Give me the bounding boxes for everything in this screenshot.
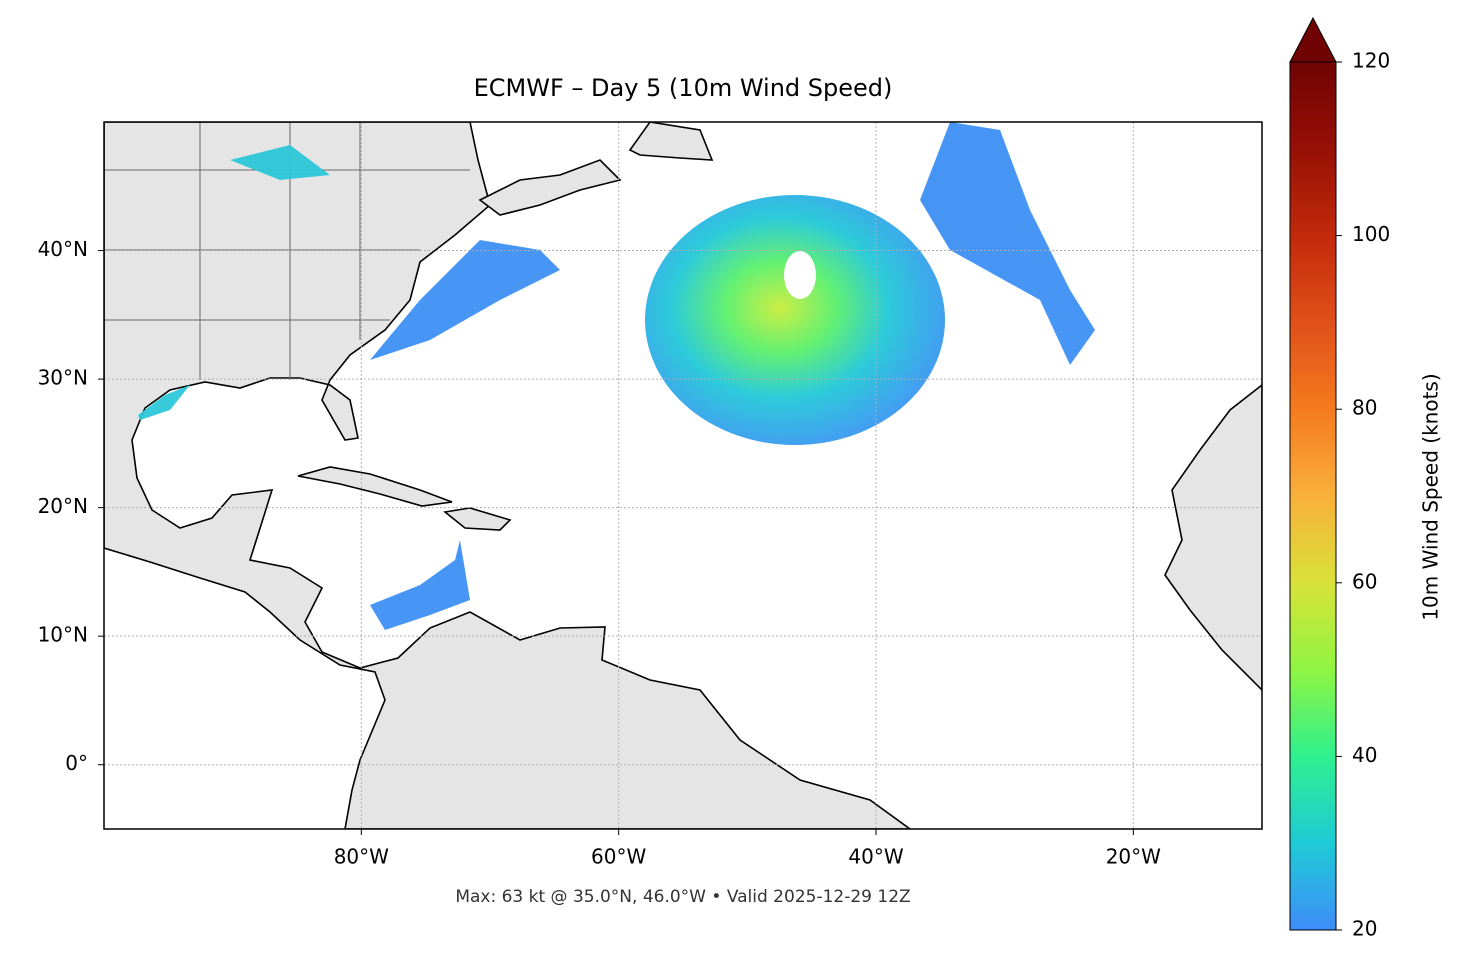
lat-tick-label: 40°N xyxy=(38,237,88,261)
colorbar-tick-label: 100 xyxy=(1352,222,1390,246)
lat-tick-label: 20°N xyxy=(38,494,88,518)
storm-eye xyxy=(784,251,816,299)
americas xyxy=(104,122,912,829)
lon-tick-label: 20°W xyxy=(1106,845,1161,869)
map xyxy=(104,122,1262,829)
lon-tick-label: 80°W xyxy=(334,845,389,869)
lat-tick-label: 10°N xyxy=(38,623,88,647)
lon-tick-label: 60°W xyxy=(591,845,646,869)
colorbar-tick-label: 80 xyxy=(1352,396,1377,420)
newfoundland xyxy=(628,122,714,161)
storm-wind xyxy=(645,195,945,445)
lat-tick-label: 30°N xyxy=(38,366,88,390)
title: ECMWF – Day 5 (10m Wind Speed) xyxy=(474,74,893,102)
colorbar-extend xyxy=(1289,16,1337,63)
lat-tick-label: 0° xyxy=(65,751,88,775)
wind-plume xyxy=(370,540,470,630)
colorbar-tick-label: 60 xyxy=(1352,569,1377,593)
wind-plume xyxy=(138,145,330,420)
hispaniola xyxy=(443,507,512,531)
lon-tick-label: 40°W xyxy=(848,845,903,869)
colorbar-tick-label: 120 xyxy=(1352,49,1390,73)
colorbar xyxy=(1289,61,1337,931)
wind-plume xyxy=(920,122,1095,365)
cuba xyxy=(297,466,453,507)
footer: Max: 63 kt @ 35.0°N, 46.0°W • Valid 2025… xyxy=(455,887,910,907)
wind-field xyxy=(138,122,1095,630)
colorbar-label: 10m Wind Speed (knots) xyxy=(1419,373,1443,620)
map-frame xyxy=(103,121,1263,830)
colorbar-tick-label: 40 xyxy=(1352,743,1377,767)
colorbar-tick-label: 20 xyxy=(1352,917,1377,941)
wind-plume xyxy=(370,240,560,360)
africa xyxy=(1164,383,1262,692)
maritimes xyxy=(478,159,622,216)
